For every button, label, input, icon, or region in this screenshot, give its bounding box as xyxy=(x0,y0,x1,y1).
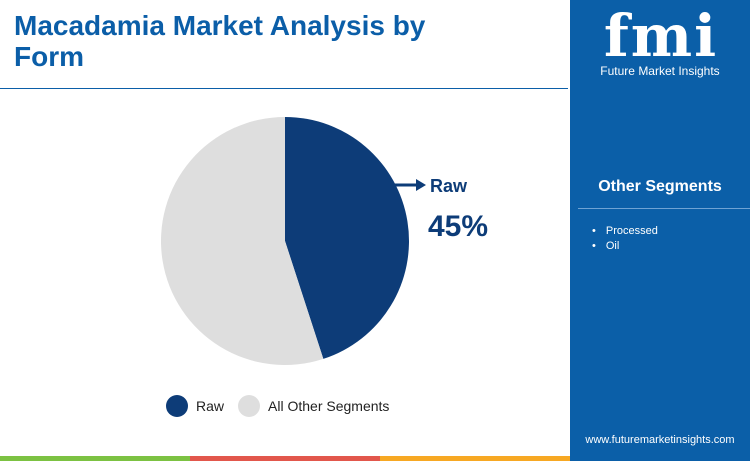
title-divider xyxy=(0,88,568,89)
svg-text:fmi: fmi xyxy=(604,6,718,64)
legend-label-other: All Other Segments xyxy=(268,398,390,414)
pie-slice-raw xyxy=(285,117,409,359)
sidebar-divider xyxy=(578,208,750,209)
legend-swatch-raw xyxy=(166,395,188,417)
legend-swatch-other xyxy=(238,395,261,417)
chart-legend: Raw All Other Segments xyxy=(166,395,403,417)
list-item: Processed xyxy=(592,224,658,239)
bottom-color-bar xyxy=(0,456,570,461)
page-title: Macadamia Market Analysis by Form xyxy=(14,10,426,72)
legend-label-raw: Raw xyxy=(196,398,225,414)
website-link[interactable]: www.futuremarketinsights.com xyxy=(585,434,735,446)
legend-item-raw: Raw xyxy=(166,395,224,417)
bottom-bar-orange xyxy=(380,456,570,461)
other-segments-heading: Other Segments xyxy=(598,178,722,195)
logo-subtitle: Future Market Insights xyxy=(600,64,720,78)
other-segments-list: Processed Oil xyxy=(592,224,658,254)
callout-arrow xyxy=(394,179,426,191)
callout-value: 45% xyxy=(428,210,489,243)
list-item: Oil xyxy=(592,239,658,254)
bottom-bar-red xyxy=(190,456,380,461)
legend-item-other: All Other Segments xyxy=(238,395,389,417)
fmi-logo: fmi xyxy=(604,6,718,64)
bottom-bar-green xyxy=(0,456,190,461)
callout-label: Raw xyxy=(430,176,468,196)
pie-slice-all-other-segments xyxy=(160,117,324,365)
pie-chart xyxy=(160,117,426,365)
